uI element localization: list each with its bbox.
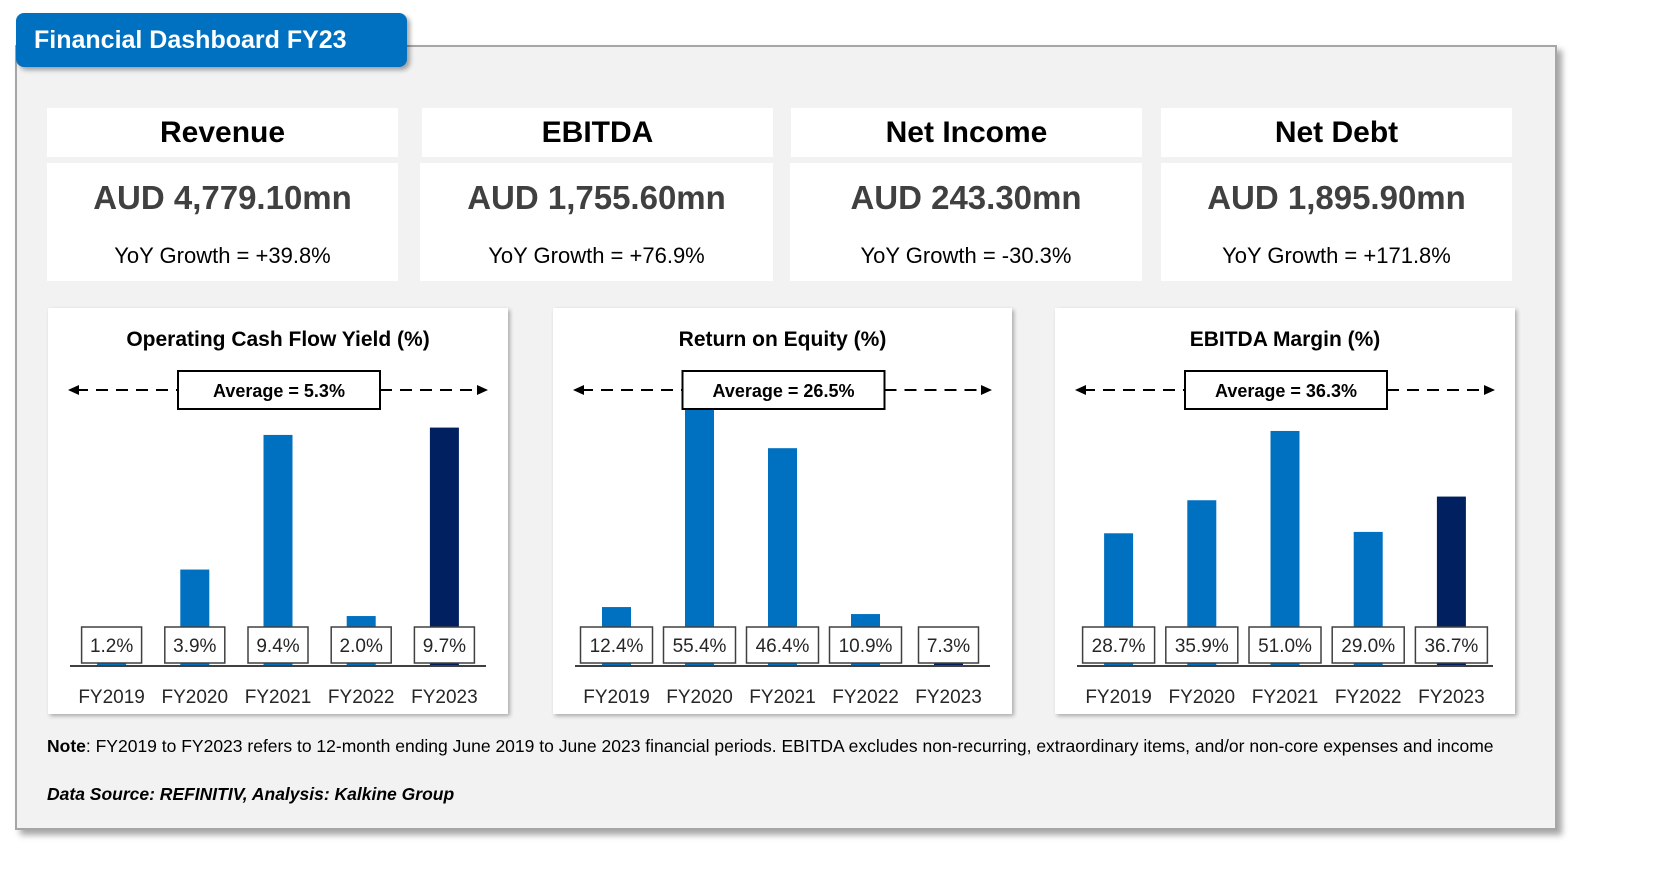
data-label-box — [80, 626, 143, 664]
x-tick-label: FY2021 — [1252, 687, 1319, 708]
chart-title: Return on Equity (%) — [679, 328, 887, 351]
x-tick-label: FY2022 — [832, 687, 899, 708]
data-label-box — [1248, 626, 1322, 664]
bar-fy2020 — [685, 408, 714, 665]
average-box — [177, 370, 381, 410]
kpi-value: AUD 243.30mn — [850, 179, 1082, 216]
kpi-body: AUD 1,895.90mn YoY Growth = +171.8% — [1161, 163, 1512, 281]
kpi-growth: YoY Growth = +171.8% — [1222, 243, 1451, 268]
data-label-box — [828, 626, 903, 664]
average-box — [681, 370, 886, 410]
x-tick-label: FY2021 — [245, 687, 312, 708]
dashboard-title: Financial Dashboard FY23 — [16, 13, 407, 67]
average-box — [1184, 370, 1388, 410]
data-label-box — [745, 626, 820, 664]
kpi-body: AUD 4,779.10mn YoY Growth = +39.8% — [47, 163, 398, 281]
data-label-box — [1081, 626, 1156, 664]
data-label: 51.0% — [1258, 636, 1312, 657]
data-label: 3.9% — [173, 636, 216, 657]
data-label: 2.0% — [340, 636, 383, 657]
kpi-value: AUD 4,779.10mn — [93, 179, 352, 216]
chart-ebitda-margin: EBITDA Margin (%) 28.7% 35.9% 51.0% 29.0% 36.… — [1055, 308, 1515, 714]
arrow-left-icon — [68, 385, 79, 395]
arrow-left-icon — [573, 385, 584, 395]
data-label-box — [330, 626, 392, 664]
chart-svg: EBITDA Margin (%) 28.7% 35.9% 51.0% 29.0% 36.… — [1075, 328, 1495, 708]
data-label-box — [164, 626, 226, 664]
bar-fy2023 — [429, 427, 459, 665]
data-label: 28.7% — [1092, 636, 1146, 657]
x-tick-label: FY2019 — [583, 687, 650, 708]
average-label: Average = 26.5% — [713, 381, 855, 401]
x-tick-label: FY2019 — [78, 687, 145, 708]
arrow-right-icon — [981, 385, 992, 395]
note-text: : FY2019 to FY2023 refers to 12-month en… — [85, 736, 1494, 756]
x-tick-label: FY2020 — [666, 687, 733, 708]
arrow-left-icon — [1075, 385, 1086, 395]
data-label-box — [1165, 626, 1239, 664]
kpi-value: AUD 1,895.90mn — [1207, 179, 1466, 216]
x-tick-label: FY2020 — [1169, 687, 1236, 708]
data-label-box — [1414, 626, 1489, 664]
chart-ocf-yield: Operating Cash Flow Yield (%) 1.2% 3.9% 9.4… — [48, 308, 508, 714]
data-label: 35.9% — [1175, 636, 1229, 657]
data-label: 9.4% — [256, 636, 299, 657]
chart-roe: Return on Equity (%) 12.4% 55.4% 46.4% 10.9%… — [553, 308, 1012, 714]
data-label-box — [579, 626, 654, 664]
x-tick-label: FY2019 — [1085, 687, 1152, 708]
kpi-label: Revenue — [47, 108, 398, 157]
x-tick-label: FY2022 — [1335, 687, 1402, 708]
data-label-box — [413, 626, 476, 664]
data-label: 46.4% — [756, 636, 810, 657]
x-tick-label: FY2023 — [915, 687, 982, 708]
arrow-right-icon — [477, 385, 488, 395]
data-label: 55.4% — [673, 636, 727, 657]
kpi-body: AUD 243.30mn YoY Growth = -30.3% — [790, 163, 1142, 281]
kpi-label: Net Debt — [1161, 108, 1512, 157]
data-label: 29.0% — [1341, 636, 1395, 657]
kpi-value: AUD 1,755.60mn — [467, 179, 726, 216]
average-label: Average = 36.3% — [1215, 381, 1357, 401]
kpi-label: Net Income — [791, 108, 1142, 157]
data-label: 1.2% — [90, 636, 133, 657]
data-label-box — [247, 626, 309, 664]
chart-svg: Return on Equity (%) 12.4% 55.4% 46.4% 10.9%… — [573, 328, 992, 708]
chart-svg: Operating Cash Flow Yield (%) 1.2% 3.9% 9.4… — [68, 328, 488, 708]
data-label-box — [662, 626, 737, 664]
data-label-box — [1331, 626, 1405, 664]
x-tick-label: FY2023 — [411, 687, 478, 708]
footnote: Note: FY2019 to FY2023 refers to 12-mont… — [47, 734, 1547, 759]
kpi-label: EBITDA — [422, 108, 773, 157]
data-label: 12.4% — [590, 636, 644, 657]
data-label-box — [917, 626, 980, 664]
average-label: Average = 5.3% — [213, 381, 345, 401]
data-label: 10.9% — [839, 636, 893, 657]
note-label: Note — [47, 736, 86, 756]
arrow-right-icon — [1484, 385, 1495, 395]
x-tick-label: FY2021 — [749, 687, 816, 708]
kpi-growth: YoY Growth = +39.8% — [114, 243, 331, 268]
x-tick-label: FY2020 — [162, 687, 229, 708]
chart-title: Operating Cash Flow Yield (%) — [126, 328, 429, 351]
bar-fy2021 — [1270, 430, 1300, 665]
kpi-growth: YoY Growth = -30.3% — [860, 243, 1072, 268]
kpi-body: AUD 1,755.60mn YoY Growth = +76.9% — [420, 163, 773, 281]
data-label: 36.7% — [1424, 636, 1478, 657]
x-tick-label: FY2022 — [328, 687, 395, 708]
data-source: Data Source: REFINITIV, Analysis: Kalkin… — [47, 784, 455, 804]
x-tick-label: FY2023 — [1418, 687, 1485, 708]
data-label: 7.3% — [927, 636, 970, 657]
kpi-growth: YoY Growth = +76.9% — [488, 243, 705, 268]
data-label: 9.7% — [423, 636, 466, 657]
chart-title: EBITDA Margin (%) — [1190, 328, 1381, 351]
